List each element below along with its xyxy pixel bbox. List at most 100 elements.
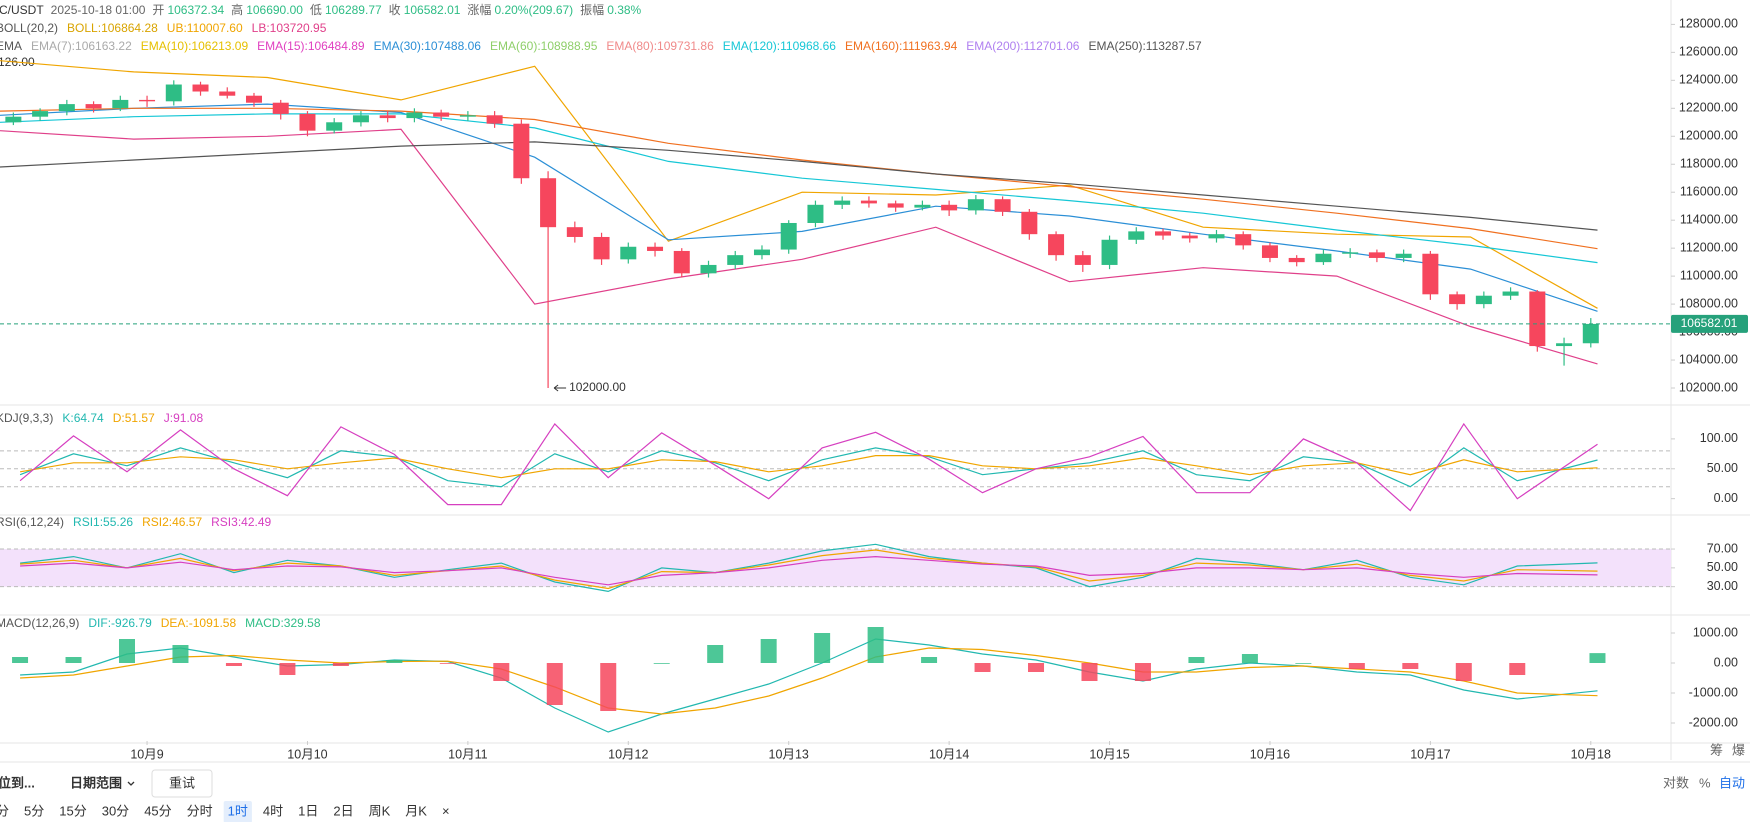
y-tick-label: 124000.00: [1679, 73, 1738, 87]
candle-body: [1261, 245, 1278, 258]
interval-option[interactable]: 2日: [333, 803, 353, 818]
x-tick-label: 10月16: [1250, 747, 1290, 761]
candle-body: [1155, 231, 1172, 236]
y-tick-label: 116000.00: [1680, 185, 1738, 199]
macd-bar: [867, 627, 884, 663]
macd-bar: [332, 663, 349, 666]
legend-entry: EMA(10):106213.09: [141, 39, 249, 53]
candle-body: [1181, 235, 1198, 239]
x-tick-label: 10月15: [1089, 747, 1129, 761]
interval-option[interactable]: 月K: [405, 803, 427, 818]
indicator-line: [19, 422, 1598, 512]
date-range-button[interactable]: 日期范围: [70, 775, 122, 790]
legend-entry: RSI3:42.49: [211, 515, 271, 529]
x-tick-label: 10月14: [929, 747, 969, 761]
candle-body: [967, 199, 984, 211]
locate-button[interactable]: 位到...: [0, 775, 35, 790]
auto-toggle[interactable]: 自动: [1719, 775, 1745, 790]
log-toggle[interactable]: 对数: [1663, 775, 1689, 790]
candle-body: [1342, 252, 1359, 254]
y-tick-label: -2000.00: [1689, 715, 1738, 729]
candle-body: [5, 116, 22, 123]
candle-body: [165, 84, 182, 102]
last-price-label: 106582.01: [1681, 316, 1738, 330]
x-tick-label: 10月18: [1571, 747, 1611, 761]
x-tick-label: 10月11: [448, 747, 487, 761]
interval-option[interactable]: 30分: [102, 803, 129, 818]
macd-bar: [1134, 663, 1151, 681]
candle-body: [620, 246, 637, 260]
overlay-line: [0, 103, 1598, 312]
overlay-line: [0, 60, 1598, 309]
interval-option[interactable]: 5分: [24, 803, 44, 818]
interval-option[interactable]: 15分: [59, 803, 86, 818]
interval-option[interactable]: 4时: [263, 803, 283, 818]
indicator-line: [19, 447, 1598, 488]
macd-bar: [439, 663, 456, 664]
interval-option[interactable]: ×: [442, 803, 450, 818]
macd-bar: [225, 663, 242, 666]
interval-option[interactable]: 分: [0, 803, 9, 818]
legend-entry: EMA(60):108988.95: [490, 39, 598, 53]
candle-body: [379, 115, 396, 119]
x-tick-label: 10月13: [769, 747, 809, 761]
macd-bar: [600, 663, 617, 711]
macd-bar: [814, 633, 831, 663]
macd-bar: [12, 657, 29, 663]
stat-value: 106289.77: [325, 3, 382, 17]
legend-entry: BOLL(20,2): [0, 21, 58, 35]
y-tick-label: -1000.00: [1689, 685, 1738, 699]
overlay-line: [0, 113, 1598, 264]
legend-entry: K:64.74: [62, 411, 104, 425]
macd-bar: [1028, 663, 1045, 672]
candle-body: [433, 112, 450, 117]
indicator-label: MACD(12,26,9): [0, 616, 79, 630]
indicator-line: [20, 555, 1598, 586]
candle-body: [139, 99, 156, 102]
percent-toggle[interactable]: %: [1699, 775, 1711, 790]
legend-entry: DEA:-1091.58: [161, 616, 237, 630]
candle-body: [1475, 295, 1492, 305]
stat-value: 0.38%: [607, 3, 641, 17]
dropdown-chevron: [127, 781, 135, 786]
x-tick-label: 10月12: [608, 747, 648, 761]
stat-value: 106372.34: [167, 3, 224, 17]
indicator-line: [20, 549, 1598, 590]
macd-bar: [921, 657, 938, 663]
stat-label: 高: [231, 2, 243, 17]
y-tick-label: 100.00: [1700, 431, 1738, 445]
legend-entry: UB:110007.60: [167, 21, 243, 35]
stat-value: 106690.00: [246, 3, 303, 17]
y-tick-label: 102000.00: [1679, 380, 1738, 394]
retry-button[interactable]: 重试: [169, 775, 195, 790]
macd-bar: [493, 663, 510, 681]
y-tick-label: 114000.00: [1680, 212, 1738, 226]
interval-option[interactable]: 1时: [228, 803, 248, 818]
candle-body: [1021, 211, 1038, 235]
legend-entry: EMA(250):113287.57: [1088, 39, 1202, 53]
candle-body: [673, 250, 690, 274]
legend-entry: EMA(7):106163.22: [31, 39, 132, 53]
candle-body: [566, 227, 583, 237]
macd-bar: [546, 663, 563, 705]
candle-body: [1208, 234, 1225, 239]
candle-body: [85, 104, 102, 109]
interval-option[interactable]: 周K: [369, 803, 391, 818]
corner-icon[interactable]: 爆: [1732, 742, 1745, 757]
candle-body: [406, 112, 423, 119]
candle-body: [1582, 323, 1599, 344]
corner-icon[interactable]: 筹: [1710, 742, 1723, 757]
interval-option[interactable]: 45分: [144, 803, 171, 818]
interval-option[interactable]: 分时: [187, 803, 213, 818]
y-tick-label: 126000.00: [1679, 45, 1738, 59]
candle-body: [941, 204, 958, 211]
candle-body: [753, 249, 770, 256]
candle-body: [1529, 291, 1546, 347]
legend-entry: DIF:-926.79: [88, 616, 152, 630]
interval-option[interactable]: 1日: [298, 803, 318, 818]
retry-box[interactable]: [151, 769, 213, 798]
interval-selected-bg: [223, 801, 252, 822]
candle-body: [1288, 257, 1305, 263]
